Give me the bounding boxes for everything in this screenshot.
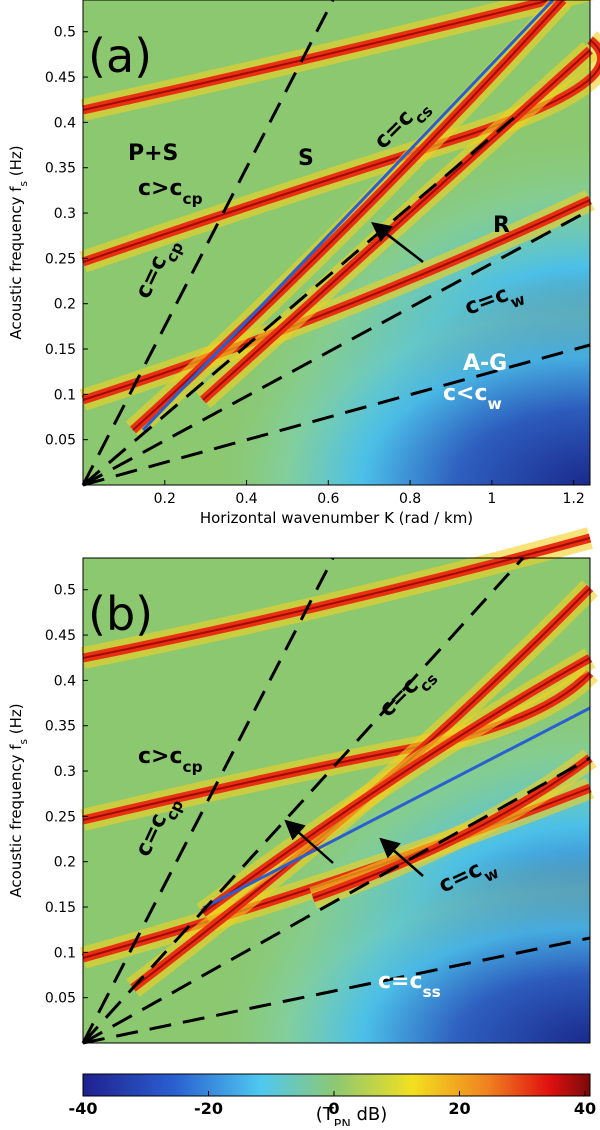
y-tick-label: 0.1 — [54, 945, 76, 961]
annotation: S — [298, 146, 314, 171]
heatmap-low-region — [83, 788, 590, 1043]
y-axis-label-sub: s — [18, 739, 30, 744]
dashed-line — [82, 208, 591, 487]
annotation-main: c>c — [138, 176, 183, 201]
annotation-sub: w — [508, 290, 528, 312]
y-tick-label: 0.25 — [45, 809, 76, 825]
y-tick-label: 0.3 — [54, 206, 76, 222]
annotation: R — [493, 213, 510, 238]
x-tick-label: 1 — [487, 491, 496, 507]
plot-frame — [82, 557, 591, 1044]
panel-label: (a) — [88, 29, 152, 83]
dashed-line — [82, 108, 524, 487]
y-axis-label-rest: (Hz) — [7, 703, 25, 739]
annotation-sub: cp — [183, 190, 203, 208]
annotation-main: S — [298, 146, 314, 171]
colorbar-tick-label: 0 — [328, 1099, 339, 1118]
colorbar-tick-label: 20 — [448, 1099, 470, 1118]
mode-core — [82, 0, 555, 111]
dashed-line — [82, 343, 591, 487]
colorbar-label-main: (T — [316, 1104, 335, 1125]
blue-mode — [202, 706, 591, 910]
annotation-main: c<c — [443, 381, 488, 406]
y-axis-label-main: Acoustic frequency f — [7, 186, 25, 340]
y-tick-label: 0.15 — [45, 342, 76, 358]
annotation-main: c>c — [138, 744, 183, 769]
arrow — [284, 819, 334, 864]
y-axis-label: Acoustic frequency fs (Hz) — [7, 145, 30, 339]
arrow — [379, 837, 424, 877]
panel-label: (b) — [88, 587, 153, 641]
annotation: c>ccp — [138, 744, 203, 776]
x-tick-label: 0.4 — [235, 491, 257, 507]
x-tick-label: 0.6 — [317, 491, 339, 507]
y-tick-label: 0.2 — [54, 855, 76, 871]
annotation-sub: w — [481, 864, 501, 886]
x-tick-label: 0.8 — [399, 491, 421, 507]
annotation: c>ccp — [138, 176, 203, 208]
annotation-sub: cp — [183, 758, 203, 776]
mode-core — [82, 672, 591, 821]
arrow — [371, 221, 424, 263]
mode-core — [312, 757, 591, 899]
mode-core — [202, 657, 591, 914]
mode-core — [132, 0, 564, 431]
annotation: P+S — [128, 141, 178, 166]
colorbar-label-sub: PN — [334, 1116, 351, 1127]
annotation-main: c=c — [378, 969, 423, 994]
panel: 0.05 0.1 0.15 0.2 0.25 0.3 0.35 0.4 0.45 0.5 Acous… — [7, 527, 599, 1045]
colorbar-gradient — [82, 1073, 591, 1097]
y-tick-label: 0.05 — [45, 991, 76, 1007]
y-tick-label: 0.45 — [45, 628, 76, 644]
annotation: A-G — [463, 351, 507, 376]
y-tick-label: 0.35 — [45, 719, 76, 735]
dashed-line — [81, 0, 335, 486]
colorbar: -40 -20 0 20 40 (TPN dB) — [69, 1073, 596, 1130]
annotation: c=css — [378, 969, 441, 1001]
blue-mode — [141, 0, 555, 432]
y-tick-label: 0.15 — [45, 900, 76, 916]
y-tick-label: 0.1 — [54, 387, 76, 403]
mode-core — [82, 199, 591, 401]
y-tick-label: 0.45 — [45, 70, 76, 86]
heatmap-low-region — [83, 200, 590, 485]
dashed-line — [82, 756, 591, 1045]
y-tick-label: 0.5 — [54, 25, 76, 41]
x-tick-label: 1.2 — [563, 491, 585, 507]
y-axis-label-rest: (Hz) — [7, 145, 25, 181]
y-axis-label: Acoustic frequency fs (Hz) — [7, 703, 30, 897]
y-tick-label: 0.4 — [54, 673, 76, 689]
colorbar-label-rest: dB) — [351, 1104, 388, 1125]
dashed-line — [82, 936, 591, 1045]
mode-core — [202, 49, 591, 401]
annotation-main: A-G — [463, 351, 507, 376]
y-axis-label-sub: s — [18, 181, 30, 186]
colorbar-label: (TPN dB) — [316, 1104, 388, 1126]
annotation-sub: ss — [423, 983, 441, 1001]
mode-core — [82, 537, 591, 659]
colorbar-tick-label: -40 — [69, 1099, 98, 1118]
plot-frame — [82, 0, 591, 486]
x-tick-label: 0.2 — [154, 491, 176, 507]
y-tick-label: 0.4 — [54, 115, 76, 131]
y-tick-label: 0.3 — [54, 764, 76, 780]
y-tick-label: 0.05 — [45, 433, 76, 449]
annotation-main: R — [493, 213, 510, 238]
colorbar-tick-label: -20 — [194, 1099, 223, 1118]
y-tick-label: 0.5 — [54, 583, 76, 599]
x-axis-label: Horizontal wavenumber K (rad / km) — [200, 509, 473, 527]
annotation-main: P+S — [128, 141, 178, 166]
y-tick-label: 0.25 — [45, 251, 76, 267]
y-tick-label: 0.2 — [54, 297, 76, 313]
dashed-line — [81, 556, 525, 1045]
dashed-line — [81, 557, 335, 1044]
colorbar-tick-label: 40 — [574, 1099, 596, 1118]
annotation-sub: w — [488, 395, 502, 413]
y-tick-label: 0.35 — [45, 161, 76, 177]
panel: 0.2 0.4 0.6 0.8 1 1.2 0.05 0.1 0.15 0.2 0.25 0.3 0.3… — [7, 0, 600, 527]
annotation: c<cw — [443, 381, 502, 413]
y-axis-label-main: Acoustic frequency f — [7, 744, 25, 898]
